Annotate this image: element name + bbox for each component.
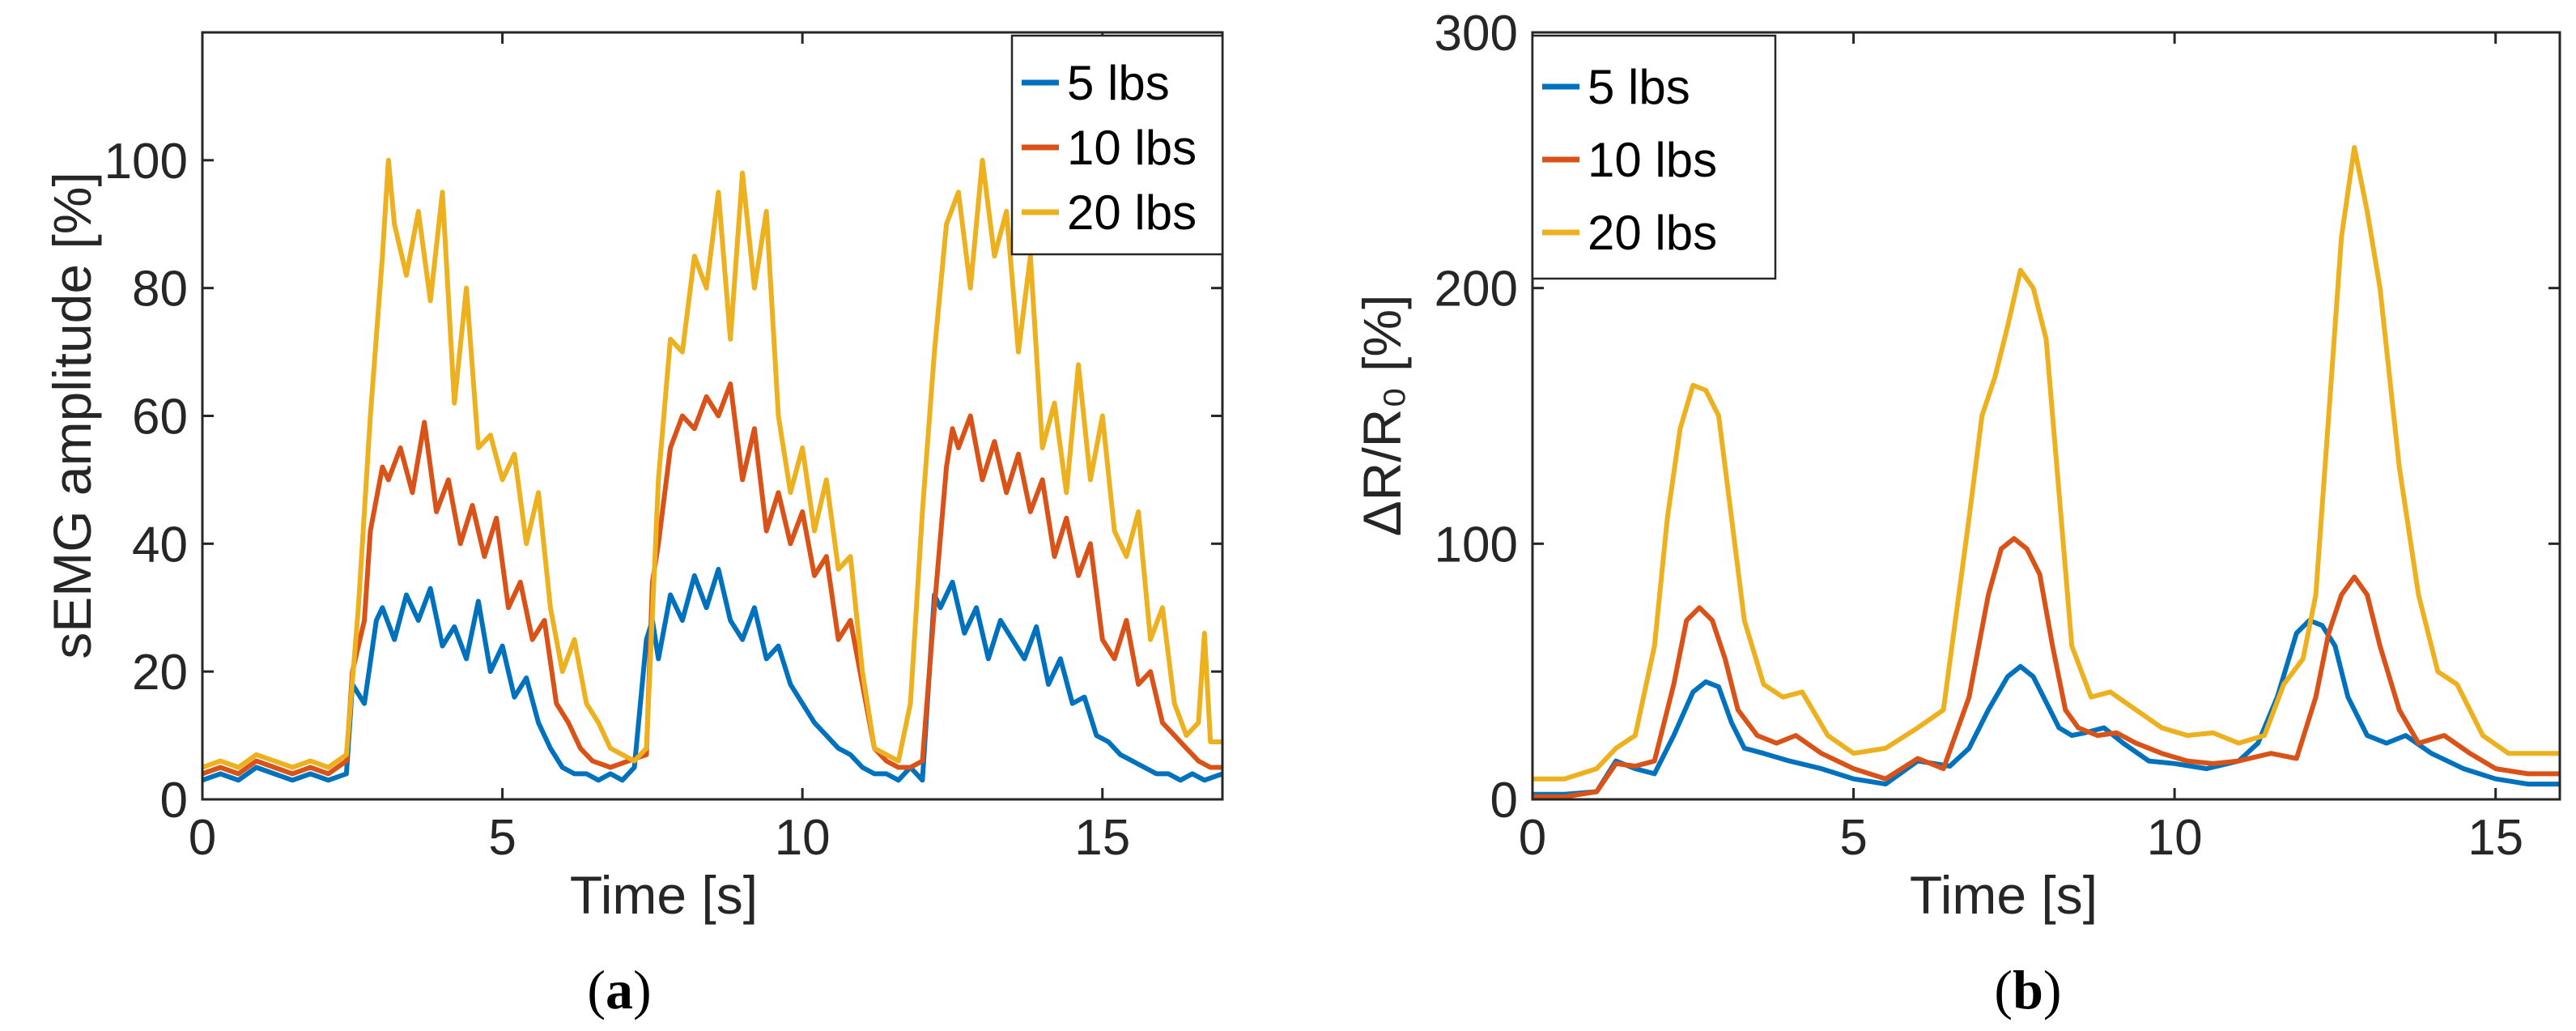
caption-close-paren: ) — [2043, 959, 2062, 1020]
series-line-20-lbs — [1532, 145, 2560, 782]
y-tick-label: 0 — [1490, 773, 1518, 829]
x-tick-label: 10 — [2147, 810, 2203, 866]
legend-label-20-lbs: 20 lbs — [1067, 185, 1197, 240]
legend: 5 lbs 10 lbs 20 lbs — [1010, 34, 1224, 256]
x-axis-label: Time [s] — [1910, 865, 2098, 925]
panel-caption: (b) — [1994, 959, 2061, 1020]
x-tick-label: 0 — [189, 810, 216, 866]
y-tick-label: 80 — [132, 262, 188, 317]
panel-b: 0 5 10 15 0 100 200 300 Time [s] ΔR/R₀ [%] 5 lbs 10… — [1352, 6, 2561, 1020]
series-line-5-lbs — [202, 566, 1222, 783]
y-tick-label: 300 — [1435, 6, 1518, 62]
caption-open-paren: ( — [587, 959, 606, 1020]
panel-caption: (a) — [587, 959, 651, 1020]
legend-label-10-lbs: 10 lbs — [1067, 121, 1197, 175]
x-tick-label: 10 — [775, 810, 831, 866]
x-tick-label: 15 — [2468, 810, 2523, 866]
y-tick-label: 100 — [1435, 517, 1518, 573]
series-line-20-lbs — [202, 157, 1222, 770]
y-axis-label: sEMG amplitude [%] — [42, 172, 102, 659]
legend: 5 lbs 10 lbs 20 lbs — [1531, 34, 1777, 280]
panel-a: 0 5 10 15 0 20 40 60 80 100 Time [s] sEMG amplitude… — [42, 31, 1224, 1020]
x-tick-label: 0 — [1519, 810, 1546, 866]
legend-label-10-lbs: 10 lbs — [1588, 133, 1717, 187]
y-tick-label: 20 — [132, 645, 188, 701]
y-axis-label: ΔR/R₀ [%] — [1352, 295, 1412, 537]
legend-label-5-lbs: 5 lbs — [1067, 56, 1170, 110]
x-tick-label: 5 — [1839, 810, 1867, 866]
caption-letter: b — [2013, 959, 2043, 1020]
series-line-10-lbs — [202, 381, 1222, 777]
caption-letter: a — [606, 959, 633, 1020]
legend-label-20-lbs: 20 lbs — [1588, 206, 1717, 260]
y-tick-label: 60 — [132, 390, 188, 445]
series-line-10-lbs — [1532, 536, 2560, 799]
series-group — [202, 157, 1222, 783]
legend-label-5-lbs: 5 lbs — [1588, 60, 1690, 114]
caption-open-paren: ( — [1994, 959, 2013, 1020]
x-tick-label: 15 — [1074, 810, 1130, 866]
x-axis-label: Time [s] — [570, 865, 758, 925]
caption-close-paren: ) — [633, 959, 652, 1020]
y-tick-label: 200 — [1435, 262, 1518, 317]
series-line-5-lbs — [1532, 618, 2560, 797]
y-tick-label: 0 — [160, 773, 188, 829]
x-tick-label: 5 — [488, 810, 516, 866]
axes-box — [1531, 31, 2561, 801]
series-group — [1532, 145, 2560, 799]
y-tick-label: 40 — [132, 517, 188, 573]
y-tick-label: 100 — [104, 134, 188, 190]
